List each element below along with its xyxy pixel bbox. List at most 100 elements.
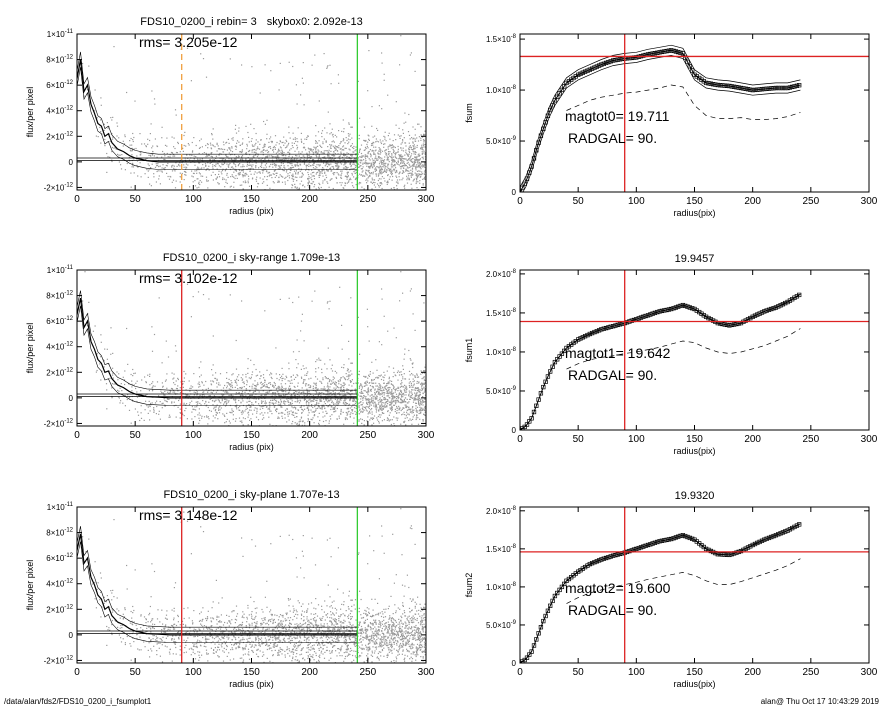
pixel-point — [382, 405, 384, 408]
pixel-point — [110, 117, 112, 119]
pixel-point — [376, 391, 378, 393]
pixel-point — [303, 395, 305, 397]
pixel-point — [252, 145, 254, 147]
pixel-point — [245, 376, 247, 378]
pixel-point — [195, 409, 197, 411]
pixel-point — [384, 136, 386, 138]
pixel-point — [369, 167, 371, 169]
pixel-point — [215, 406, 217, 408]
pixel-point — [186, 47, 189, 49]
pixel-point — [343, 377, 346, 379]
pixel-point — [294, 138, 296, 140]
pixel-point — [239, 151, 241, 153]
pixel-point — [383, 146, 385, 148]
pixel-point — [382, 389, 385, 391]
pixel-point — [313, 411, 315, 413]
pixel-point — [340, 177, 343, 179]
fsum-marker — [610, 58, 616, 63]
pixel-point — [334, 406, 336, 408]
pixel-point — [335, 383, 337, 385]
pixel-point — [196, 391, 198, 393]
pixel-point — [289, 167, 292, 169]
pixel-point — [340, 177, 342, 179]
pixel-point — [233, 398, 235, 400]
pixel-point — [375, 149, 377, 151]
pixel-point — [369, 162, 371, 164]
pixel-point — [376, 127, 378, 130]
pixel-point — [373, 179, 376, 181]
pixel-point — [296, 159, 298, 161]
pixel-point — [392, 396, 394, 398]
pixel-point — [424, 394, 426, 396]
pixel-point — [258, 403, 260, 405]
pixel-point — [311, 183, 313, 185]
pixel-point — [278, 149, 280, 151]
pixel-point — [295, 376, 297, 378]
pixel-point — [337, 403, 339, 405]
pixel-point — [424, 414, 426, 416]
pixel-point — [415, 157, 417, 159]
pixel-point — [342, 156, 344, 158]
pixel-point — [366, 155, 368, 157]
pixel-point — [227, 156, 229, 158]
pixel-point — [255, 132, 257, 135]
pixel-point — [334, 411, 336, 413]
pixel-point — [252, 156, 254, 158]
pixel-point — [362, 399, 364, 401]
pixel-point — [179, 408, 181, 410]
pixel-point — [276, 141, 278, 144]
pixel-point — [292, 132, 294, 134]
pixel-point — [180, 412, 182, 414]
pixel-points — [82, 271, 426, 426]
pixel-point — [288, 404, 290, 406]
pixel-point — [399, 386, 401, 388]
pixel-point — [367, 170, 369, 172]
pixel-point — [301, 409, 304, 411]
pixel-point — [322, 143, 324, 145]
pixel-point — [310, 418, 312, 420]
pixel-point — [417, 140, 420, 142]
pixel-point — [353, 171, 355, 173]
pixel-point — [315, 408, 317, 410]
pixel-point — [234, 145, 236, 147]
pixel-point — [226, 172, 228, 175]
pixel-point — [391, 172, 393, 175]
pixel-point — [215, 178, 217, 180]
pixel-point — [343, 384, 345, 386]
pixel-point — [300, 152, 302, 155]
pixel-point — [321, 372, 323, 374]
pixel-point — [395, 162, 398, 164]
pixel-point — [175, 151, 178, 154]
pixel-point — [397, 401, 399, 403]
pixel-point — [253, 398, 255, 400]
pixel-point — [298, 391, 300, 393]
pixel-point — [384, 374, 386, 376]
pixel-point — [273, 182, 275, 184]
pixel-point — [352, 168, 354, 170]
pixel-point — [271, 177, 273, 179]
pixel-point — [245, 159, 247, 161]
pixel-point — [185, 163, 187, 165]
pixel-point — [355, 413, 357, 415]
pixel-point — [153, 173, 155, 175]
fsum-marker — [778, 85, 783, 91]
pixel-point — [252, 383, 254, 385]
pixel-point — [308, 384, 310, 386]
pixel-point — [182, 380, 184, 382]
pixel-point — [315, 135, 317, 137]
pixel-point — [232, 395, 234, 397]
pixel-point — [370, 163, 373, 165]
pixel-point — [414, 399, 416, 401]
pixel-point — [357, 403, 359, 405]
pixel-point — [411, 149, 414, 151]
pixel-point — [408, 148, 410, 150]
pixel-point — [323, 156, 325, 158]
pixel-point — [216, 142, 218, 144]
pixel-point — [166, 145, 168, 147]
pixel-point — [390, 404, 392, 406]
pixel-point — [349, 163, 351, 165]
pixel-point — [329, 168, 331, 170]
pixel-point — [342, 167, 345, 169]
pixel-point — [418, 170, 420, 172]
pixel-point — [384, 150, 386, 152]
